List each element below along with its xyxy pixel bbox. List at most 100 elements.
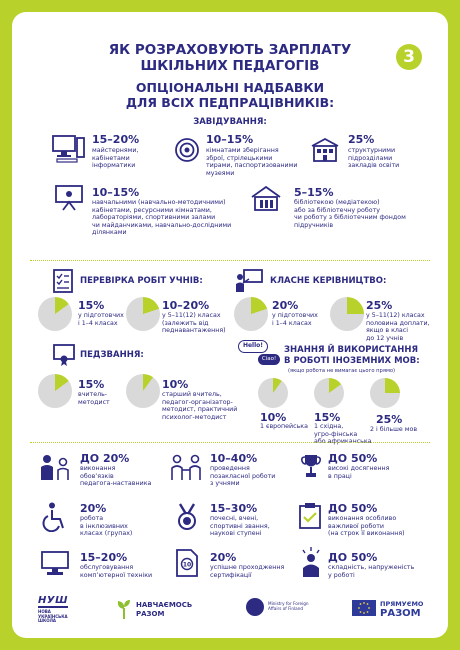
class-leadership-text-0: у підготовчих і 1–4 класах <box>272 312 318 327</box>
rank-pie-1 <box>126 374 160 408</box>
number-badge: 3 <box>396 44 422 70</box>
computer-icon <box>52 135 85 163</box>
hello-bubble: Hello! <box>238 340 268 353</box>
bottom-text-5: виконання особливо важливої роботи (на стр… <box>328 515 405 538</box>
bottom-value-4: 15–30% <box>210 502 258 515</box>
finland-ministry-text: Ministry for Foreign Affairs of Finland <box>268 601 309 612</box>
checking-header: ПЕРЕВІРКА РОБІТ УЧНІВ: <box>80 276 203 286</box>
bottom-text-4: почесні, вчені, спортивні звання, наукові … <box>210 515 270 538</box>
bottom-text-1: проведення позакласної роботи з учнями <box>210 465 276 488</box>
management-text-2: структурними підрозділами закладів освіти <box>348 147 400 170</box>
sprout-logo-icon <box>117 600 130 619</box>
languages-value-2: 25% <box>376 413 403 426</box>
teacher-board-icon <box>236 269 263 292</box>
languages-pie-2 <box>370 378 400 408</box>
target-icon <box>175 138 199 162</box>
checklist-icon <box>53 269 73 293</box>
management-value-2: 25% <box>348 133 375 146</box>
library-house-icon <box>251 185 281 211</box>
class-leadership-value-0: 20% <box>272 299 299 312</box>
class-leadership-value-1: 25% <box>366 299 393 312</box>
management-value-0: 15–20% <box>92 133 140 146</box>
languages-header-line-1: ЗНАННЯ Й ВИКОРИСТАННЯ <box>284 345 419 355</box>
languages-text-0: 1 європейська <box>260 423 308 430</box>
study-together-logo-line-2: РАЗОМ <box>136 610 165 618</box>
nush-logo: НУШ <box>38 595 68 608</box>
management-text-0: майстернями, кабінетами інформатики <box>92 147 139 170</box>
bottom-value-2: ДО 50% <box>328 452 378 465</box>
management-text-1: кімнатами зберігання зброї, стрілецькими т… <box>206 147 298 177</box>
study-together-logo-line-1: НАВЧАЄМОСЬ <box>136 601 193 609</box>
languages-value-0: 10% <box>260 411 287 424</box>
bottom-value-8: ДО 50% <box>328 551 378 564</box>
eu-logo-line-2: РАЗОМ <box>380 608 421 619</box>
eu-flag-icon <box>352 600 376 616</box>
desktop-computer-icon <box>41 551 69 575</box>
mentor-icon <box>41 455 69 480</box>
ciao-bubble: Ciao! <box>258 354 280 365</box>
management-value-1: 10–15% <box>206 133 254 146</box>
rank-value-1: 10% <box>162 378 189 391</box>
rank-text-0: вчитель-методист <box>78 391 110 406</box>
languages-pie-1 <box>314 378 344 408</box>
nush-logo-subtitle: НОВА УКРАЇНСЬКА ШКОЛА <box>38 609 68 624</box>
bottom-value-1: 10–40% <box>210 452 258 465</box>
bottom-text-0: виконання обов’язків педагога-наставника <box>80 465 152 488</box>
checking-value-1: 10–20% <box>162 299 210 312</box>
rank-header: ПЕДЗВАННЯ: <box>80 350 144 360</box>
checking-text-0: у підготовчих і 1–4 класах <box>78 312 124 327</box>
bottom-text-2: високі досягнення в праці <box>328 465 390 480</box>
bottom-value-6: 15–20% <box>80 551 128 564</box>
medal-icon <box>178 503 196 530</box>
bottom-value-5: ДО 50% <box>328 502 378 515</box>
checking-value-0: 15% <box>78 299 105 312</box>
wheelchair-icon <box>42 502 64 532</box>
bottom-text-7: успішне проходження сертифікації <box>210 564 285 579</box>
checking-pie-0 <box>38 297 72 331</box>
bottom-text-3: робота в інклюзивних класах (групах) <box>80 515 133 538</box>
languages-pie-0 <box>258 378 288 408</box>
title-line-1: ЯК РОЗРАХОВУЮТЬ ЗАРПЛАТУ <box>108 42 352 58</box>
rank-value-0: 15% <box>78 378 105 391</box>
class-leadership-header: КЛАСНЕ КЕРІВНИЦТВО: <box>270 276 387 286</box>
stressed-person-icon <box>302 547 320 577</box>
management-value-3: 10–15% <box>92 186 140 199</box>
group-activity-icon <box>171 454 201 480</box>
management-value-4: 5–15% <box>294 186 334 199</box>
finland-ministry-emblem <box>246 598 264 616</box>
languages-note: (якщо робота не вимагає цього прямо) <box>288 368 396 374</box>
checking-pie-1 <box>126 297 160 331</box>
bottom-value-3: 20% <box>80 502 107 515</box>
languages-text-1: 1 східна, угро-фінська або африканська <box>314 423 372 446</box>
languages-value-1: 15% <box>314 411 341 424</box>
class-leadership-pie-0 <box>234 297 268 331</box>
checking-text-1: у 5–11(12) класах (залежить від педнаванта… <box>162 312 226 335</box>
certificate-icon <box>53 344 75 366</box>
poster: ЯК РОЗРАХОВУЮТЬ ЗАРПЛАТУ ШКІЛЬНИХ ПЕДАГО… <box>12 12 448 638</box>
languages-text-2: 2 і більше мов <box>370 426 418 433</box>
bottom-text-8: складність, напруженість у роботі <box>328 564 415 579</box>
bottom-text-6: обслуговування комп’ютерної техніки <box>80 564 153 579</box>
separator <box>30 260 430 261</box>
class-leadership-pie-1 <box>330 297 364 331</box>
classroom-board-icon <box>55 185 83 211</box>
class-leadership-text-1: у 5–11(12) класах половина доплати, якщо в… <box>366 312 430 342</box>
eu-logo-line-1: ПРЯМУЄМО <box>380 600 424 608</box>
school-building-icon <box>311 137 339 162</box>
management-text-3: навчальними (навчально-методичними) кабін… <box>92 199 232 237</box>
trophy-icon <box>301 455 321 477</box>
management-header: ЗАВІДУВАННЯ: <box>193 117 267 127</box>
title-line-2: ШКІЛЬНИХ ПЕДАГОГІВ <box>140 58 320 74</box>
svg-text:10: 10 <box>183 562 191 569</box>
subtitle-line-1: ОПЦІОНАЛЬНІ НАДБАВКИ <box>135 80 325 95</box>
separator <box>30 442 430 443</box>
languages-header-line-2: В РОБОТІ ІНОЗЕМНИХ МОВ: <box>284 356 420 366</box>
bottom-value-7: 20% <box>210 551 237 564</box>
management-text-4: бібліотекою (медіатекою) або за бібліотеч… <box>294 199 406 229</box>
clipboard-icon <box>299 503 321 529</box>
rank-pie-0 <box>38 374 72 408</box>
bottom-value-0: ДО 20% <box>80 452 130 465</box>
subtitle-line-2: ДЛЯ ВСІХ ПЕДПРАЦІВНИКІВ: <box>125 95 335 110</box>
rank-text-1: старший вчитель, педагог-організатор-мето… <box>162 391 238 421</box>
certificate-document-icon: 10 <box>176 549 198 577</box>
